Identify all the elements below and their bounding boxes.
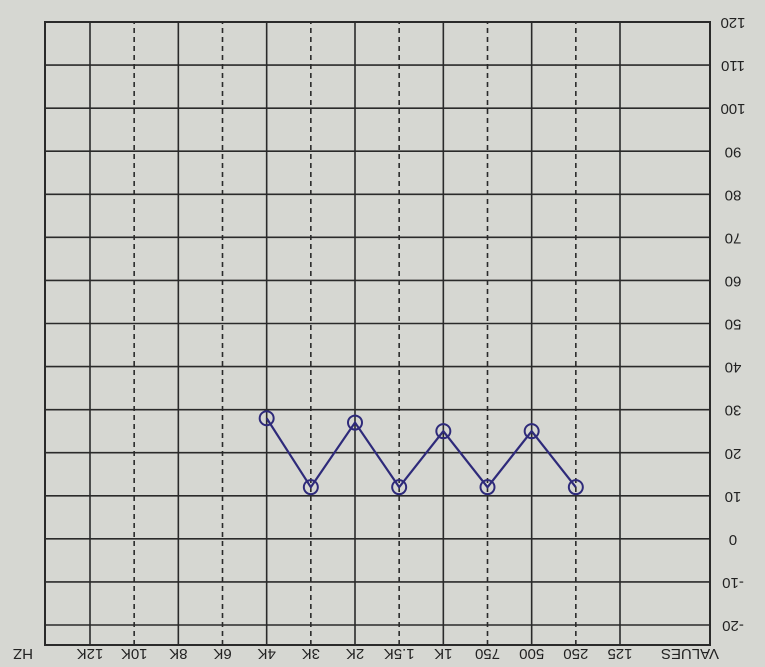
data-point (435, 423, 452, 440)
x-axis-label: HZ (13, 645, 33, 662)
x-tick-label: 4K (257, 645, 275, 662)
x-tick-label: 1.5K (384, 645, 415, 662)
data-point (567, 479, 584, 496)
y-tick-label: 90 (725, 143, 742, 160)
audiogram: VALUES HZ -20 -10 0 10 20 30 40 50 60 70 80 90 100 11… (13, 14, 746, 662)
y-tick-label: 40 (725, 359, 742, 376)
y-tick-label: 10 (725, 488, 742, 505)
x-tick-label: 6K (213, 645, 231, 662)
x-tick-label: 10K (121, 645, 148, 662)
y-tick-label: 30 (725, 402, 742, 419)
y-tick-label: 50 (725, 316, 742, 333)
y-tick-label: 0 (729, 531, 737, 548)
x-tick-label: 500 (519, 645, 544, 662)
y-tick-label: 80 (725, 186, 742, 203)
x-tick-label: 2K (346, 645, 364, 662)
data-point (391, 479, 408, 496)
series-line (265, 417, 577, 490)
x-tick-label: 1K (434, 645, 452, 662)
y-tick-label: 60 (725, 272, 742, 289)
data-point (258, 410, 275, 427)
x-tick-label: 3K (302, 645, 320, 662)
data-point (302, 479, 319, 496)
data-point (523, 423, 540, 440)
y-tick-label: -10 (722, 574, 744, 591)
x-tick-label: 8K (169, 645, 187, 662)
y-tick-label: 110 (721, 57, 745, 74)
data-point (347, 414, 363, 431)
x-tick-label: 750 (475, 645, 500, 662)
data-point (479, 479, 496, 496)
y-tick-label: -20 (722, 617, 744, 634)
x-tick-label: 12K (77, 645, 104, 662)
y-tick-label: 70 (725, 229, 742, 246)
x-tick-label: 250 (563, 645, 588, 662)
y-tick-label: 20 (725, 445, 742, 462)
y-tick-label: 120 (720, 14, 745, 31)
x-tick-label: 125 (607, 645, 632, 662)
y-tick-label: 100 (720, 100, 745, 117)
row-label: VALUES (661, 645, 719, 662)
